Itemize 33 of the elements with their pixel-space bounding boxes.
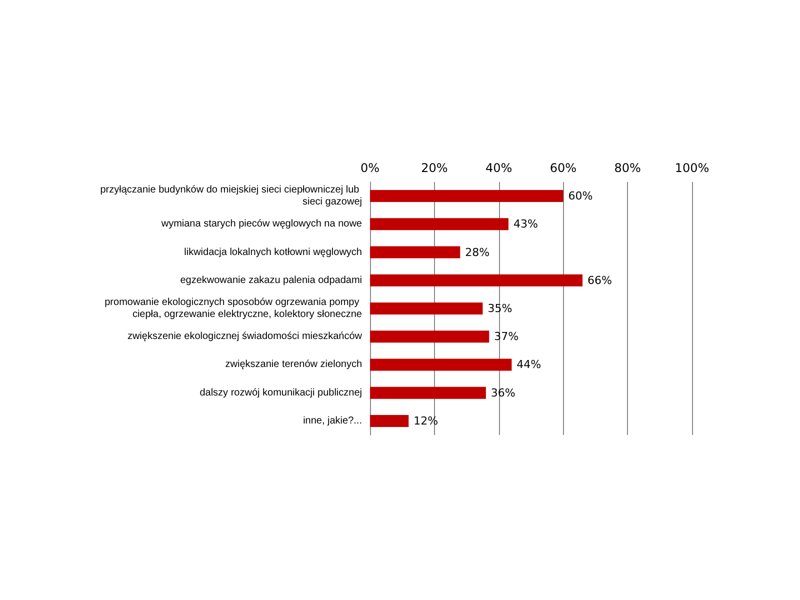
bar: [370, 302, 483, 314]
y-tick-label: zwiększanie terenów zielonych: [225, 359, 362, 370]
bar: [370, 190, 564, 202]
data-label: 60%: [568, 190, 593, 203]
data-label: 44%: [516, 358, 542, 372]
data-label: 35%: [488, 302, 512, 315]
y-tick-label: wymiana starych pieców węglowych na nowe: [160, 218, 362, 230]
bar: [370, 274, 583, 286]
bar: [370, 358, 512, 371]
data-label: 12%: [414, 414, 438, 428]
y-tick-label: przyłączanie budynków do miejskiej sieci ciepłowniczej lub sieci gazowej: [100, 184, 362, 208]
bar: [370, 246, 460, 258]
y-tick-label: likwidacja lokalnych kotłowni węglowych: [184, 246, 362, 258]
data-label: 43%: [513, 218, 538, 231]
x-tick-label: 60%: [550, 161, 577, 175]
bar: [370, 414, 409, 427]
x-tick-label: 40%: [485, 161, 512, 175]
data-label: 28%: [465, 246, 490, 259]
bar: [370, 218, 508, 230]
x-tick-label: 0%: [360, 161, 380, 175]
x-tick-label: 100%: [674, 161, 710, 175]
y-tick-label: egzekwowanie zakazu palenia odpadami: [180, 274, 362, 286]
data-label: 37%: [494, 330, 519, 344]
bar: [370, 386, 486, 399]
x-tick-label: 80%: [614, 161, 641, 175]
bar: [370, 330, 490, 343]
y-tick-label: promowanie ekologicznych sposobów ogrzewania pompy ciepła, ogrzewanie elektryczne, kolektory słoneczne: [104, 297, 362, 320]
y-tick-label: zwiększenie ekologicznej świadomości mieszkańców: [127, 331, 363, 342]
x-tick-label: 20%: [421, 161, 448, 175]
data-label: 66%: [588, 274, 612, 287]
y-tick-label: inne, jakie?...: [303, 415, 362, 426]
data-label: 36%: [490, 386, 516, 400]
y-tick-label: dalszy rozwój komunikacji publicznej: [200, 387, 362, 398]
